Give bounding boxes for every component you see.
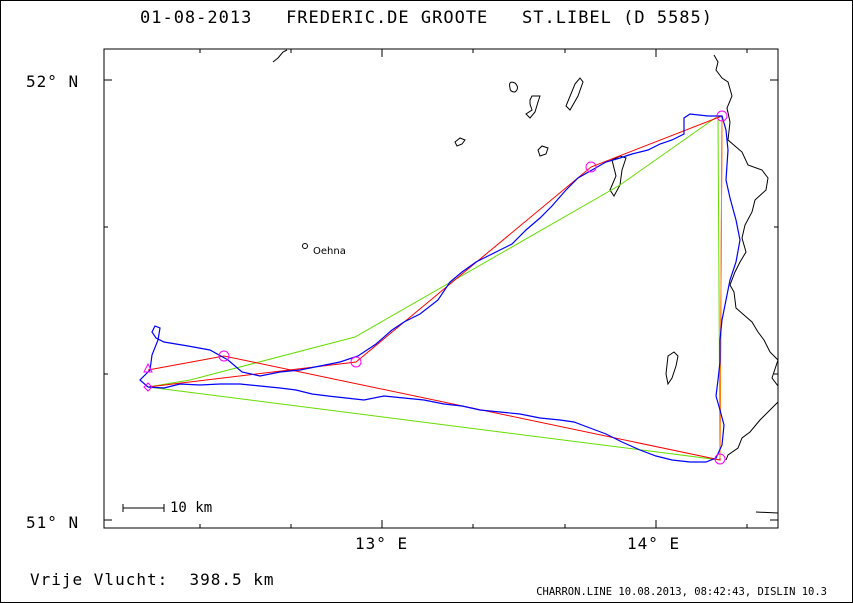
scale-bar xyxy=(122,504,165,512)
glider-name: ST.LIBEL (D 5585) xyxy=(522,8,714,28)
lon-label-13: 13° E xyxy=(355,534,409,553)
lake xyxy=(665,351,679,386)
lake xyxy=(537,145,549,157)
scale-label: 10 km xyxy=(170,500,213,516)
turnpoint xyxy=(350,356,362,368)
turnpoint xyxy=(218,350,230,362)
lake xyxy=(565,77,584,111)
lakes xyxy=(454,77,679,386)
finish-marker xyxy=(143,382,153,392)
country-border xyxy=(272,49,779,514)
place-label: Oehna xyxy=(313,246,346,257)
distance-label: Vrije Vlucht: xyxy=(30,570,169,589)
leg-line xyxy=(719,117,723,459)
plot-frame xyxy=(103,48,779,529)
task-route xyxy=(147,115,723,461)
lat-label-51: 51° N xyxy=(26,513,80,532)
lake xyxy=(454,137,466,147)
lake xyxy=(609,155,627,197)
optimized-route xyxy=(147,115,721,461)
pilot-name: FREDERIC.DE GROOTE xyxy=(286,8,489,28)
lake xyxy=(509,81,518,93)
turnpoint xyxy=(714,453,726,465)
flight-date: 01-08-2013 xyxy=(139,8,253,28)
axis-ticks xyxy=(104,49,778,528)
lake xyxy=(525,95,541,119)
turnpoints xyxy=(143,110,728,465)
map-title: 01-08-2013 FREDERIC.DE GROOTE ST.LIBEL (… xyxy=(0,8,853,28)
gps-track xyxy=(139,113,741,463)
lon-label-14: 14° E xyxy=(627,534,681,553)
turnpoint xyxy=(716,110,728,122)
distance-summary: Vrije Vlucht: 398.5 km xyxy=(30,570,275,589)
distance-value: 398.5 km xyxy=(189,570,275,589)
turnpoint xyxy=(585,161,597,173)
start-marker xyxy=(143,362,153,373)
generator-info: CHARRON.LINE 10.08.2013, 08:42:43, DISLI… xyxy=(536,586,827,598)
lat-label-52: 52° N xyxy=(26,72,80,91)
place-marker xyxy=(302,243,308,249)
